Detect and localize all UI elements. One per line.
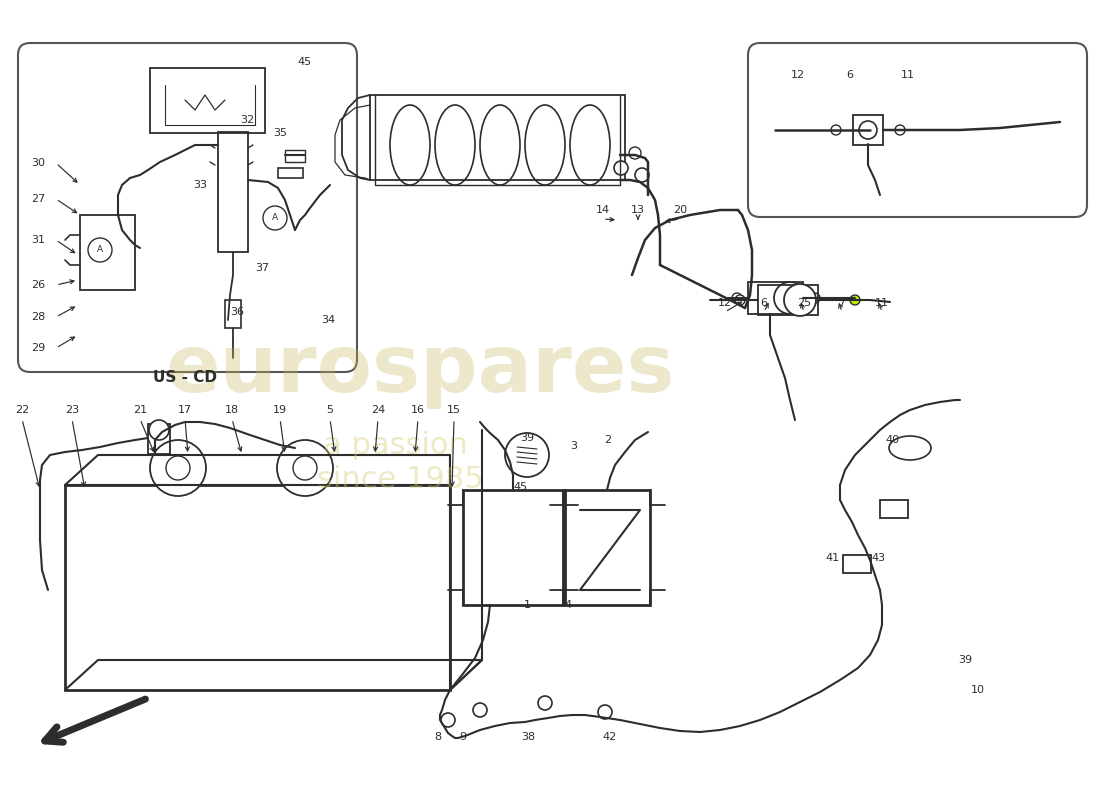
Circle shape xyxy=(598,705,612,719)
Bar xyxy=(758,285,818,315)
Circle shape xyxy=(784,284,816,316)
Text: 25: 25 xyxy=(796,298,811,308)
Text: 4: 4 xyxy=(564,600,572,610)
Text: 7: 7 xyxy=(838,298,846,308)
Text: 11: 11 xyxy=(901,70,915,80)
Bar xyxy=(565,490,650,605)
Text: 43: 43 xyxy=(871,553,886,563)
Text: 3: 3 xyxy=(571,441,578,451)
Bar xyxy=(843,555,871,573)
Circle shape xyxy=(150,440,206,496)
Bar xyxy=(748,282,803,314)
Text: 1: 1 xyxy=(524,600,530,610)
Text: 40: 40 xyxy=(884,435,899,445)
Circle shape xyxy=(830,125,842,135)
Text: 30: 30 xyxy=(31,158,45,168)
Circle shape xyxy=(166,456,190,480)
Circle shape xyxy=(850,295,860,305)
Text: 26: 26 xyxy=(31,280,45,290)
Text: 9: 9 xyxy=(460,732,466,742)
Text: 5: 5 xyxy=(327,405,333,415)
Text: 36: 36 xyxy=(230,307,244,317)
Text: 16: 16 xyxy=(411,405,425,415)
Text: 24: 24 xyxy=(371,405,385,415)
Text: 35: 35 xyxy=(273,128,287,138)
Text: 28: 28 xyxy=(31,312,45,322)
Text: 45: 45 xyxy=(298,57,312,67)
Bar xyxy=(880,500,907,518)
Text: 12: 12 xyxy=(791,70,805,80)
Circle shape xyxy=(277,440,333,496)
Bar xyxy=(65,485,450,690)
Text: A: A xyxy=(97,246,103,254)
Text: 45: 45 xyxy=(514,482,528,492)
Text: 22: 22 xyxy=(15,405,29,415)
Text: 21: 21 xyxy=(133,405,147,415)
Text: 14: 14 xyxy=(596,205,611,215)
Text: a passion: a passion xyxy=(322,430,468,459)
Circle shape xyxy=(859,121,877,139)
Text: 18: 18 xyxy=(224,405,239,415)
Bar xyxy=(80,215,135,290)
Bar xyxy=(226,300,241,328)
Bar xyxy=(278,168,303,178)
Circle shape xyxy=(441,713,455,727)
Text: 10: 10 xyxy=(971,685,984,695)
Text: 38: 38 xyxy=(521,732,535,742)
Bar xyxy=(218,132,248,252)
Circle shape xyxy=(148,420,169,440)
Circle shape xyxy=(810,293,820,303)
Circle shape xyxy=(735,295,745,305)
Text: 2: 2 xyxy=(604,435,612,445)
Circle shape xyxy=(293,456,317,480)
Circle shape xyxy=(629,147,641,159)
Circle shape xyxy=(732,293,742,303)
Text: 31: 31 xyxy=(31,235,45,245)
Circle shape xyxy=(614,161,628,175)
Bar xyxy=(148,424,170,454)
Text: 23: 23 xyxy=(65,405,79,415)
Circle shape xyxy=(505,433,549,477)
Circle shape xyxy=(538,696,552,710)
Text: 42: 42 xyxy=(603,732,617,742)
Text: 19: 19 xyxy=(273,405,287,415)
Text: 6: 6 xyxy=(760,298,768,308)
Bar xyxy=(285,150,305,162)
Text: since 1985: since 1985 xyxy=(317,466,483,494)
Text: 17: 17 xyxy=(178,405,192,415)
Bar xyxy=(150,68,265,133)
Text: 27: 27 xyxy=(31,194,45,204)
Text: eurospares: eurospares xyxy=(165,331,674,409)
Circle shape xyxy=(774,282,806,314)
Text: 41: 41 xyxy=(825,553,839,563)
Text: A: A xyxy=(272,214,278,222)
Text: US - CD: US - CD xyxy=(153,370,217,386)
Text: 13: 13 xyxy=(631,205,645,215)
Text: 34: 34 xyxy=(321,315,336,325)
Text: 39: 39 xyxy=(520,433,535,443)
Circle shape xyxy=(88,238,112,262)
Circle shape xyxy=(473,703,487,717)
Bar xyxy=(370,95,625,180)
Circle shape xyxy=(635,168,649,182)
Text: 39: 39 xyxy=(958,655,972,665)
Text: 29: 29 xyxy=(31,343,45,353)
Text: 37: 37 xyxy=(255,263,270,273)
Text: 8: 8 xyxy=(434,732,441,742)
Text: 32: 32 xyxy=(240,115,254,125)
Text: 15: 15 xyxy=(447,405,461,415)
Text: 20: 20 xyxy=(673,205,688,215)
Text: 11: 11 xyxy=(874,298,889,308)
Text: 33: 33 xyxy=(192,180,207,190)
Text: 12: 12 xyxy=(718,298,733,308)
Bar xyxy=(852,115,883,145)
Bar xyxy=(463,490,563,605)
Text: 6: 6 xyxy=(847,70,854,80)
Circle shape xyxy=(263,206,287,230)
Circle shape xyxy=(895,125,905,135)
